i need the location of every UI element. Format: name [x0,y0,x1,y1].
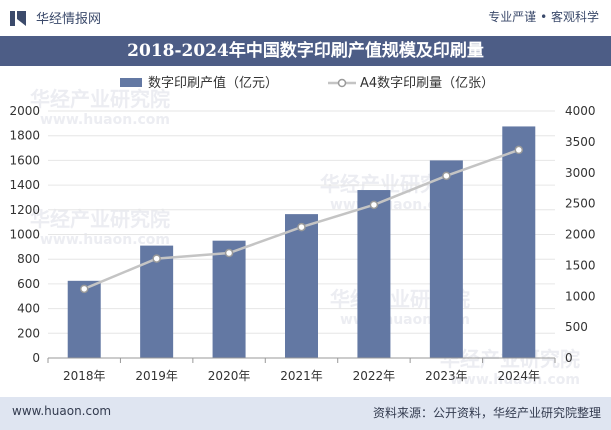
legend-label-bar: 数字印刷产值（亿元） [148,75,278,91]
bar [67,280,101,358]
y-left-tick-label: 800 [17,252,40,266]
line-series [79,145,524,294]
bar [429,160,463,358]
title-bar [0,36,611,66]
watermark-url: www.huaon.com [40,232,170,248]
line-point [514,145,524,155]
y-left-tick-label: 1600 [9,153,40,167]
watermark-text: 华经产业研究院 [30,87,170,111]
y-right-tick-label: 0 [565,351,573,365]
y-left-tick-label: 1000 [9,228,40,242]
y-left-tick-label: 600 [17,277,40,291]
y-right-tick-label: 1000 [565,289,596,303]
top-bar: 华经情报网 专业严谨 • 客观科学 [0,0,611,36]
chart-title: 2018-2024年中国数字印刷产值规模及印刷量 [127,41,484,61]
x-tick-label: 2024年 [498,369,541,383]
bar [212,240,246,358]
logo-icon [10,11,26,26]
y-left-tick-label: 400 [17,302,40,316]
x-tick-label: 2020年 [208,369,251,383]
axes: 0 200 400 600 800 1000 1200 1400 1600 1800 2000 0 50… [9,104,595,383]
legend: 数字印刷产值（亿元） A4数字印刷量（亿张） [120,75,494,91]
x-tick-label: 2021年 [280,369,323,383]
bar-series [67,126,536,358]
y-right-tick-label: 500 [565,320,588,334]
legend-label-line: A4数字印刷量（亿张） [360,76,494,91]
bar [357,190,391,358]
y-right-tick-label: 4000 [565,104,596,118]
line-point [442,171,451,181]
legend-swatch-point [337,78,347,88]
line-point [152,254,161,263]
y-right-tick-label: 3000 [565,166,596,180]
y-left-tick-label: 200 [17,326,40,340]
y-left-tick-label: 0 [32,351,40,365]
legend-swatch-bar [120,78,142,87]
y-right-tick-label: 1500 [565,258,596,272]
y-left-tick-label: 2000 [9,104,40,118]
brand-name: 华经情报网 [36,12,102,27]
chart: 华经产业研究院www.huaon.com华经产业研究院www.huaon.com… [9,75,595,388]
line-point [369,200,379,210]
footer-source: 资料来源：公开资料，华经产业研究院整理 [372,406,601,420]
line-point [79,284,89,294]
line-point [297,222,306,232]
watermark-url: www.huaon.com [40,112,170,128]
bar [502,126,536,358]
y-right-tick-label: 3500 [565,135,596,149]
y-left-tick-label: 1800 [9,129,40,143]
footer [0,397,611,430]
watermark-text: 华经产业研究院 [30,207,170,231]
y-left-tick-label: 1400 [9,178,40,192]
x-tick-label: 2023年 [425,369,468,383]
x-tick-label: 2022年 [353,369,396,383]
bar [285,214,318,358]
watermark-url: www.huaon.com [450,372,580,388]
y-right-tick-label: 2500 [565,197,596,211]
y-right-tick-label: 2000 [565,228,596,242]
y-left-tick-label: 1200 [9,203,40,217]
line-point [224,248,234,258]
x-tick-label: 2018年 [63,369,106,383]
tagline: 专业严谨 • 客观科学 [488,10,599,24]
x-tick-label: 2019年 [135,369,178,383]
footer-site: www.huaon.com [12,404,112,418]
